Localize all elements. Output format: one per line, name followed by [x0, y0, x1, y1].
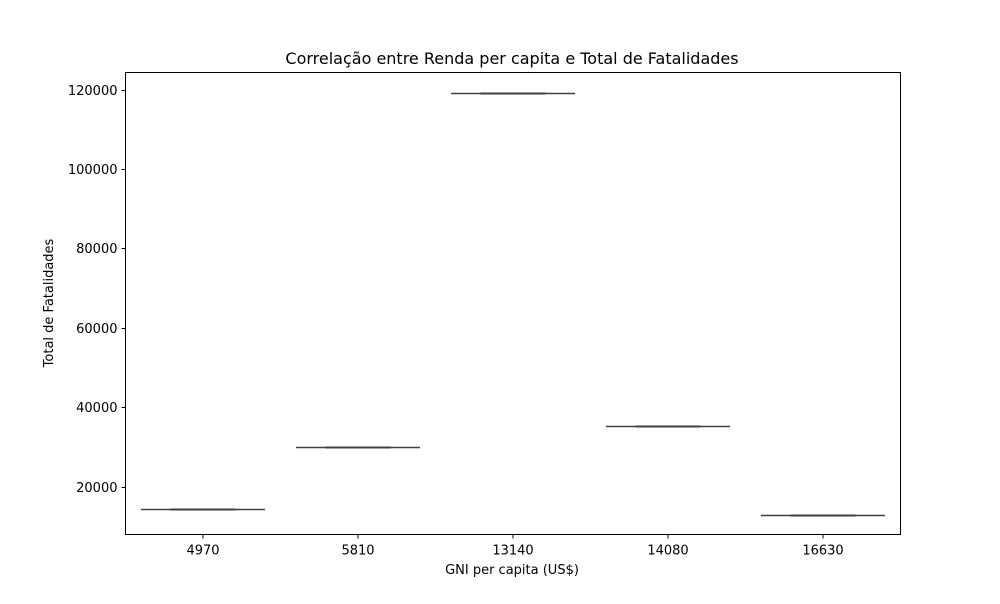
y-tick-label: 100000 — [68, 163, 118, 178]
chart-title: Correlação entre Renda per capita e Tota… — [285, 49, 738, 68]
x-axis-ticks: 4970 5810 13140 14080 16630 — [186, 535, 843, 559]
y-tick-label: 60000 — [76, 322, 117, 337]
x-tick-label: 5810 — [341, 544, 374, 559]
y-tick-label: 120000 — [68, 84, 118, 99]
y-axis-label: Total de Fatalidades — [42, 238, 57, 368]
x-tick-label: 16630 — [802, 544, 843, 559]
plot-area — [141, 94, 885, 516]
x-tick-label: 4970 — [186, 544, 219, 559]
axes-frame — [126, 73, 901, 535]
y-tick-label: 80000 — [76, 242, 117, 257]
x-tick-label: 13140 — [492, 544, 533, 559]
y-tick-label: 20000 — [76, 481, 117, 496]
x-axis-label: GNI per capita (US$) — [445, 563, 579, 578]
y-tick-label: 40000 — [76, 401, 117, 416]
x-tick-label: 14080 — [647, 544, 688, 559]
y-axis-ticks: 20000 40000 60000 80000 100000 120000 — [68, 84, 126, 496]
